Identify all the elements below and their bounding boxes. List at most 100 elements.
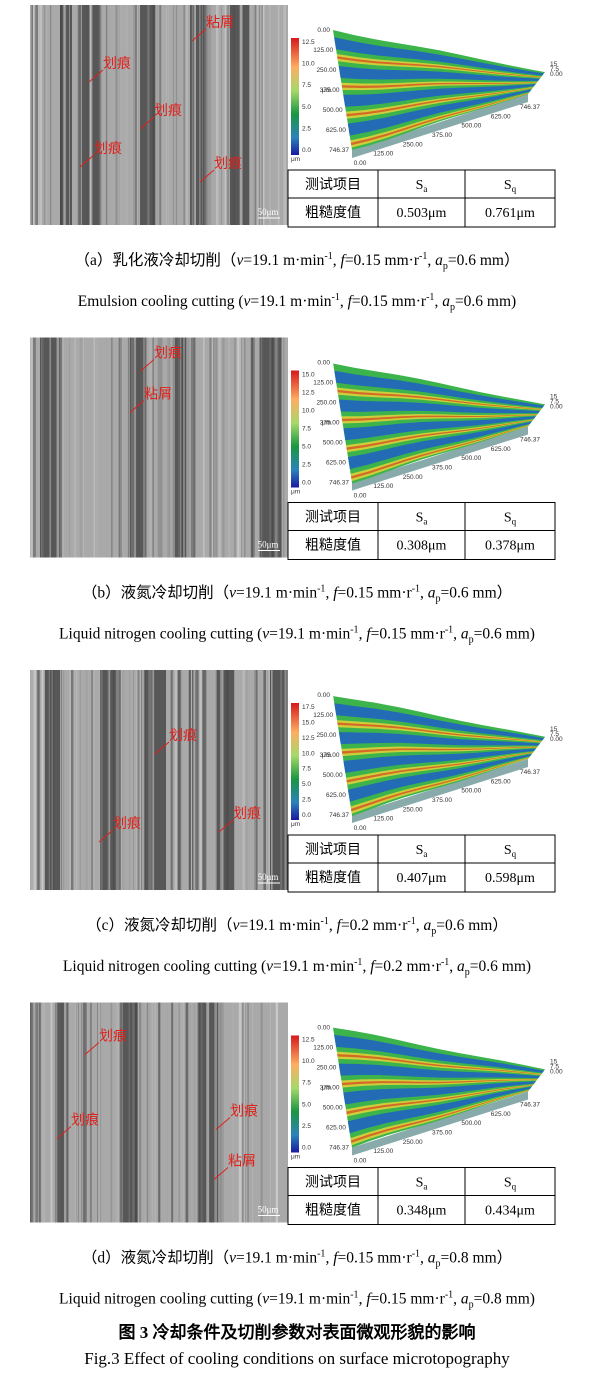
- caption-part: v: [266, 958, 273, 975]
- caption-part: （d）液氮冷却切削（: [82, 1249, 229, 1267]
- table-header: 测试项目: [305, 510, 361, 526]
- stripe: [127, 337, 130, 558]
- caption-part: =0.6 mm）: [436, 917, 508, 934]
- colorbar: [291, 1035, 299, 1153]
- stripe: [119, 1002, 122, 1223]
- x-axis-label: 125.00: [373, 151, 393, 158]
- caption-part: -1: [350, 1290, 358, 1301]
- x-axis-label: 500.00: [461, 455, 481, 462]
- header-sub: q: [512, 517, 517, 527]
- y-axis-label: 625.00: [326, 127, 346, 134]
- stripe: [202, 337, 205, 558]
- stripe: [60, 337, 62, 558]
- header-sub: a: [423, 1182, 427, 1192]
- header-text: S: [504, 843, 512, 858]
- colorbar-tick: 5.0: [302, 444, 311, 451]
- stripe: [132, 1002, 135, 1223]
- surface-band: [334, 1034, 545, 1073]
- y-axis-label: 500.00: [323, 1105, 343, 1112]
- table-header: Sa: [416, 843, 428, 859]
- stripe: [33, 670, 36, 890]
- scale-bar: 50μm: [258, 1205, 279, 1215]
- stripe: [190, 1002, 193, 1223]
- stripe: [48, 670, 50, 890]
- x-axis-label: 375.00: [432, 132, 452, 139]
- x-axis-label: 625.00: [491, 778, 511, 785]
- stripe: [263, 670, 267, 890]
- stripe: [37, 670, 40, 890]
- caption-part: =0.15 mm·r: [371, 626, 446, 643]
- stripe: [239, 5, 243, 225]
- stripe: [120, 337, 122, 558]
- stripe: [135, 5, 137, 225]
- table-cell: 粗糙度值: [305, 1203, 361, 1219]
- caption-part: （a）乳化液冷却切削（: [75, 251, 237, 269]
- stripe: [62, 337, 64, 558]
- caption-part: =0.2 mm·r: [341, 917, 408, 934]
- caption-part: -1: [412, 584, 420, 595]
- caption-part: ,: [329, 917, 337, 934]
- table-header: Sa: [416, 178, 428, 194]
- table-header: Sa: [416, 511, 428, 527]
- colorbar-tick: 7.5: [302, 426, 311, 433]
- stripe: [134, 1002, 138, 1223]
- stripe: [258, 337, 260, 558]
- stripe: [151, 670, 153, 890]
- y-axis-unit: μm: [322, 1085, 331, 1092]
- stripe: [79, 5, 82, 225]
- y-axis-label: 250.00: [316, 400, 336, 407]
- stripe: [235, 337, 236, 558]
- caption-part: a: [461, 626, 469, 643]
- stripe: [253, 337, 256, 558]
- surface-band: [346, 419, 534, 450]
- stripe: [254, 5, 257, 225]
- micrograph: 50μm: [30, 1002, 288, 1223]
- annotation: 划痕: [94, 141, 122, 157]
- caption-part: =0.8 mm）: [441, 1250, 513, 1267]
- stripe: [221, 1002, 224, 1223]
- stripe: [136, 5, 139, 225]
- dark-band: [215, 670, 235, 890]
- y-axis-label: 500.00: [323, 107, 343, 114]
- caption-part: =0.6 mm): [474, 626, 535, 643]
- stripe: [43, 5, 46, 225]
- caption-part: -1: [354, 957, 362, 968]
- x-axis-label: 375.00: [432, 797, 452, 804]
- stripe: [185, 1002, 189, 1223]
- stripe: [86, 5, 89, 225]
- stripe: [234, 337, 236, 558]
- stripe: [171, 1002, 174, 1223]
- caption-part: f: [366, 626, 373, 643]
- stripe: [158, 1002, 160, 1223]
- surface-band: [346, 752, 534, 783]
- stripe: [243, 1002, 245, 1223]
- stripe: [215, 5, 219, 225]
- caption-part: ,: [420, 1250, 428, 1267]
- stripe: [50, 1002, 53, 1223]
- stripe: [111, 337, 113, 558]
- stripe: [99, 670, 101, 890]
- stripe: [55, 1002, 57, 1223]
- table-cell: 0.348μm: [397, 1204, 447, 1219]
- y-axis-label: 0.00: [317, 27, 330, 34]
- stripe: [196, 670, 200, 890]
- x-axis-label: 746.37: [520, 437, 540, 444]
- stripe: [35, 5, 39, 225]
- y-axis-label: 125.00: [313, 380, 333, 387]
- caption-part: =0.15 mm·r: [345, 252, 420, 269]
- x-axis-label: 250.00: [403, 141, 423, 148]
- surface-band: [350, 1089, 530, 1146]
- stripe: [238, 1002, 241, 1223]
- stripe: [138, 1002, 142, 1223]
- colorbar-tick: 17.5: [302, 704, 315, 711]
- header-text: 测试项目: [305, 177, 361, 193]
- caption-part: Emulsion cooling cutting (: [78, 293, 244, 310]
- stripe: [51, 670, 53, 890]
- stripe: [264, 5, 266, 225]
- figure-title-cn: 图 3 冷却条件及切削参数对表面微观形貌的影响: [119, 1322, 476, 1342]
- stripe: [180, 670, 183, 890]
- stripe: [193, 1002, 196, 1223]
- colorbar-tick: 0.0: [302, 147, 311, 154]
- stripe: [186, 337, 190, 558]
- z-axis-label: 15: [550, 61, 558, 68]
